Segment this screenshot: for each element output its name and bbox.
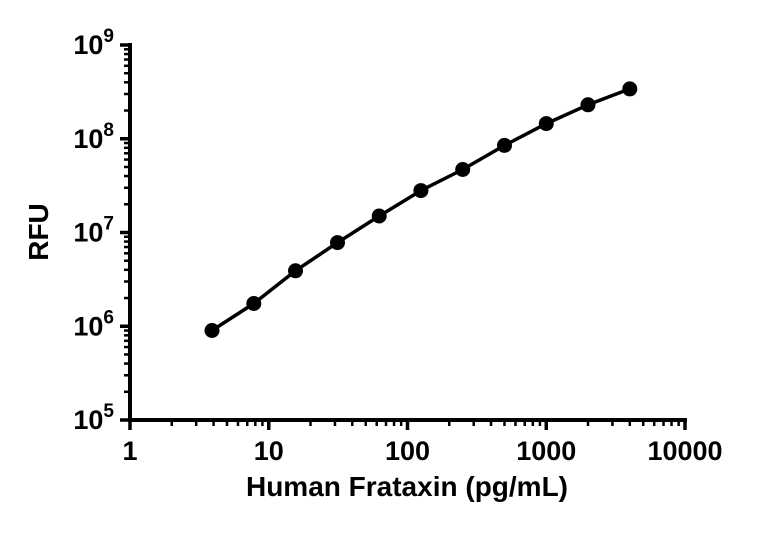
data-series (204, 81, 638, 338)
x-tick-label: 10 (254, 436, 284, 466)
y-tick-label: 106 (73, 307, 114, 341)
axis-ticks (120, 43, 687, 430)
data-point (580, 97, 596, 113)
y-tick-label: 105 (73, 401, 114, 435)
data-point (455, 162, 471, 177)
data-point (371, 208, 387, 224)
data-point (413, 183, 429, 199)
x-tick-label: 1 (122, 436, 137, 466)
data-point (288, 263, 303, 279)
y-axis-label: RFU (23, 203, 54, 261)
y-tick-label: 108 (73, 120, 114, 154)
data-point (497, 137, 512, 153)
x-tick-label: 100 (385, 436, 430, 466)
y-tick-label: 107 (73, 214, 114, 248)
curve-line (211, 87, 631, 332)
data-point (330, 235, 345, 251)
data-point (246, 296, 262, 311)
x-axis-label: Human Frataxin (pg/mL) (246, 471, 568, 502)
data-point (538, 116, 554, 132)
y-tick-label: 109 (73, 26, 114, 60)
x-tick-label: 1000 (516, 436, 576, 466)
data-point (204, 323, 220, 338)
x-tick-label: 10000 (647, 436, 722, 466)
data-point (622, 81, 638, 97)
